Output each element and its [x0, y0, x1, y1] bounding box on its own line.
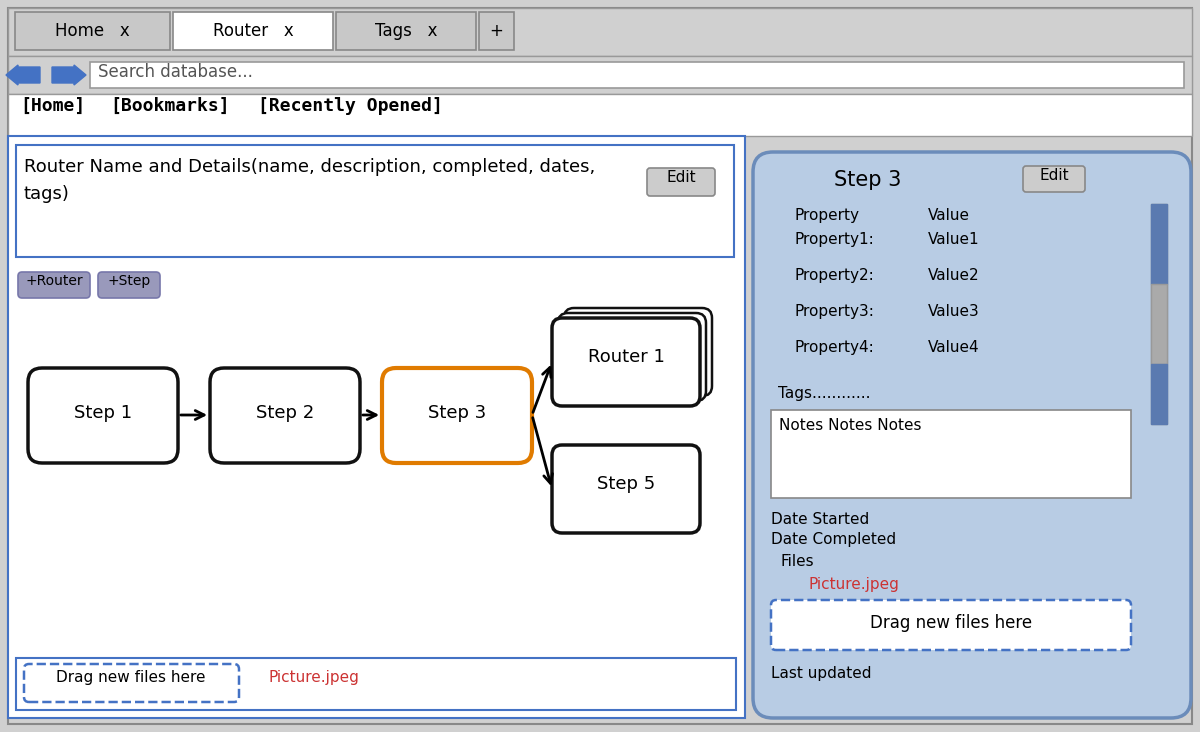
- Text: Value4: Value4: [928, 340, 979, 355]
- Bar: [1151, 204, 1166, 284]
- Bar: [16, 145, 734, 257]
- Text: Last updated: Last updated: [772, 666, 871, 681]
- FancyBboxPatch shape: [552, 445, 700, 533]
- Bar: [479, 12, 514, 50]
- Text: Drag new files here: Drag new files here: [870, 614, 1032, 632]
- Text: Value: Value: [928, 208, 970, 223]
- FancyBboxPatch shape: [754, 152, 1190, 718]
- Text: Step 3: Step 3: [834, 170, 901, 190]
- Bar: [173, 12, 334, 50]
- FancyBboxPatch shape: [647, 168, 715, 196]
- Bar: [8, 136, 745, 718]
- Bar: [8, 8, 1192, 56]
- Text: Router Name and Details(name, description, completed, dates,: Router Name and Details(name, descriptio…: [24, 158, 595, 176]
- Bar: [16, 658, 736, 710]
- Text: Picture.jpeg: Picture.jpeg: [268, 670, 359, 685]
- Text: Home   x: Home x: [55, 22, 130, 40]
- FancyBboxPatch shape: [28, 368, 178, 463]
- Bar: [1151, 364, 1166, 424]
- Bar: [1151, 204, 1166, 424]
- Text: Step 5: Step 5: [596, 475, 655, 493]
- Text: Property: Property: [796, 208, 860, 223]
- Text: Value2: Value2: [928, 268, 979, 283]
- Text: Value3: Value3: [928, 304, 979, 319]
- Bar: [90, 62, 1184, 88]
- Text: Notes Notes Notes: Notes Notes Notes: [779, 418, 922, 433]
- Text: Step 1: Step 1: [74, 404, 132, 422]
- Text: Property4:: Property4:: [796, 340, 875, 355]
- Bar: [1151, 284, 1166, 364]
- Text: Router   x: Router x: [212, 22, 293, 40]
- Text: Search database...: Search database...: [98, 63, 253, 81]
- Text: [Bookmarks]: [Bookmarks]: [110, 97, 229, 115]
- Text: Property3:: Property3:: [796, 304, 875, 319]
- FancyBboxPatch shape: [772, 600, 1132, 650]
- Text: Step 2: Step 2: [256, 404, 314, 422]
- FancyArrow shape: [52, 65, 86, 85]
- Text: +Router: +Router: [25, 274, 83, 288]
- FancyBboxPatch shape: [558, 313, 706, 401]
- Text: Router 1: Router 1: [588, 348, 665, 366]
- FancyBboxPatch shape: [552, 318, 700, 406]
- Text: Picture.jpeg: Picture.jpeg: [808, 577, 899, 592]
- Text: Property1:: Property1:: [796, 232, 875, 247]
- Text: Date Started: Date Started: [772, 512, 869, 527]
- Bar: [336, 12, 476, 50]
- FancyBboxPatch shape: [18, 272, 90, 298]
- FancyBboxPatch shape: [382, 368, 532, 463]
- Text: [Recently Opened]: [Recently Opened]: [258, 97, 443, 115]
- Text: +: +: [490, 22, 503, 40]
- Bar: [8, 94, 1192, 136]
- Text: Date Completed: Date Completed: [772, 532, 896, 547]
- Bar: [14, 12, 170, 50]
- FancyBboxPatch shape: [24, 664, 239, 702]
- Bar: [8, 56, 1192, 94]
- Text: tags): tags): [24, 185, 70, 203]
- Text: [Home]: [Home]: [20, 97, 85, 115]
- Text: +Step: +Step: [107, 274, 151, 288]
- FancyBboxPatch shape: [564, 308, 712, 396]
- Bar: [772, 410, 1132, 498]
- FancyBboxPatch shape: [1022, 166, 1085, 192]
- Text: Edit: Edit: [1039, 168, 1069, 183]
- Text: Property2:: Property2:: [796, 268, 875, 283]
- Text: Edit: Edit: [666, 170, 696, 185]
- Text: Value1: Value1: [928, 232, 979, 247]
- Text: Tags............: Tags............: [778, 386, 870, 401]
- FancyArrow shape: [6, 65, 40, 85]
- Text: Drag new files here: Drag new files here: [56, 670, 205, 685]
- Text: Step 3: Step 3: [428, 404, 486, 422]
- Text: Tags   x: Tags x: [374, 22, 437, 40]
- FancyBboxPatch shape: [98, 272, 160, 298]
- Text: Files: Files: [781, 554, 815, 569]
- FancyBboxPatch shape: [210, 368, 360, 463]
